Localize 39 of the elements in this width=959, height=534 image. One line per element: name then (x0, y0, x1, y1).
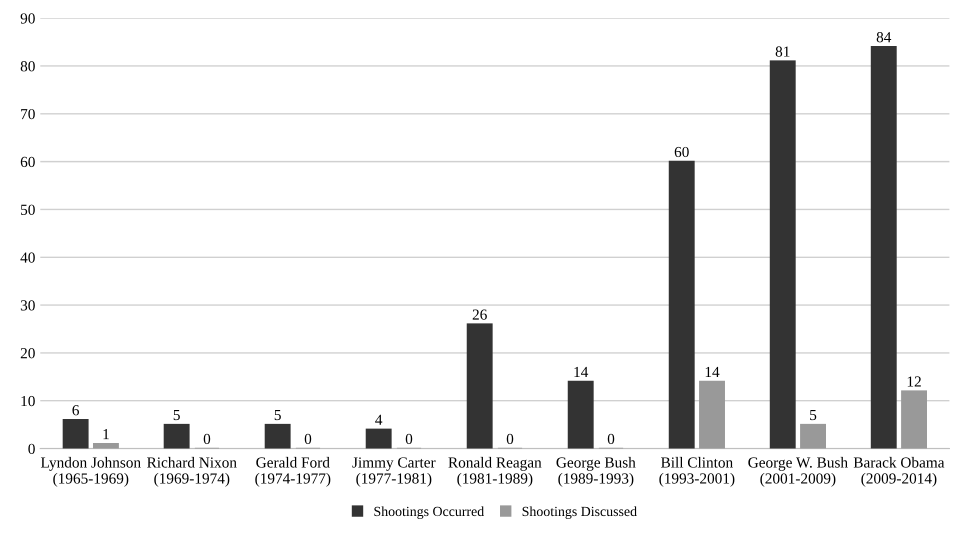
y-tick-label: 60 (20, 156, 35, 168)
x-tick-label: Bill Clinton (1993-2001) (659, 456, 734, 487)
x-tick-label: Barack Obama (2009-2014) (854, 456, 944, 487)
data-label: 5 (274, 410, 281, 420)
y-tick-label: 30 (20, 300, 35, 311)
x-tick-label: Lyndon Johnson (1965-1969) (40, 456, 141, 487)
y-tick-label: 50 (21, 204, 35, 215)
x-tick-label: Richard Nixon (1969-1974) (147, 456, 237, 487)
legend-label: Shootings Discussed (522, 506, 637, 519)
y-tick-label: 40 (20, 252, 35, 263)
data-label: 4 (375, 414, 382, 425)
data-label: 0 (608, 434, 614, 444)
data-label: 0 (304, 434, 312, 444)
legend-label: Shootings Occurred (374, 506, 484, 519)
x-tick-label: Jimmy Carter (1977-1981) (352, 457, 436, 487)
data-label: 0 (204, 434, 210, 444)
y-tick-label: 80 (20, 61, 35, 72)
data-label: 5 (810, 410, 816, 420)
x-tick-label: Gerald Ford (1974-1977) (255, 456, 330, 487)
y-tick-label: 70 (21, 108, 35, 120)
y-tick-label: 20 (20, 348, 35, 358)
y-tick-label: 0 (28, 444, 35, 454)
data-label: 0 (506, 434, 514, 444)
data-label: 0 (406, 434, 412, 444)
data-label: 5 (174, 410, 180, 420)
x-tick-label: Ronald Reagan (1981-1989) (448, 456, 542, 487)
x-tick-label: George Bush (1989-1993) (556, 456, 636, 487)
data-label: 14 (574, 366, 588, 377)
data-label: 12 (908, 376, 921, 387)
data-label: 60 (674, 146, 689, 158)
data-label: 14 (706, 366, 720, 377)
data-label: 81 (776, 46, 790, 57)
x-tick-label: George W. Bush (2001-2009) (748, 456, 848, 487)
data-label: 6 (72, 405, 79, 416)
data-label: 84 (876, 32, 892, 42)
y-tick-label: 10 (21, 396, 35, 406)
y-tick-label: 90 (20, 13, 35, 24)
data-label: 26 (472, 309, 487, 320)
data-label: 1 (103, 429, 109, 440)
